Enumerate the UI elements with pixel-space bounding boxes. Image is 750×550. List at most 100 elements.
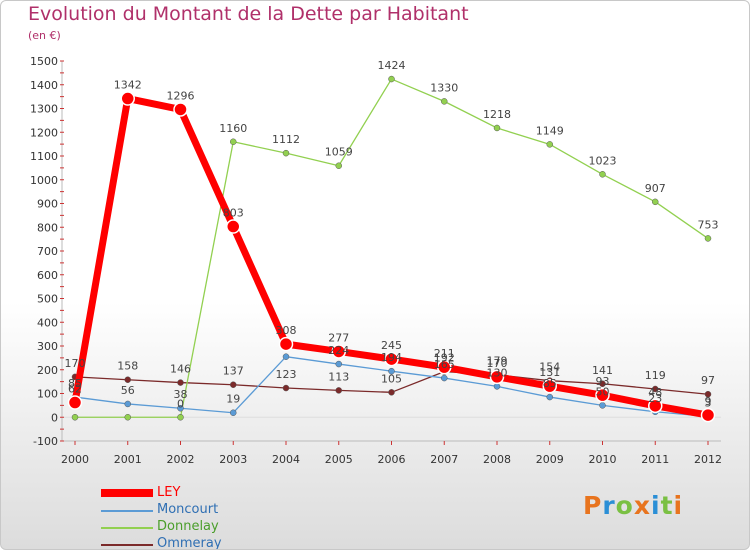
data-label-ommeray: 123 — [276, 368, 297, 381]
data-label-donnelay: 1160 — [219, 122, 247, 135]
data-point-donnelay — [493, 124, 501, 132]
legend-label-moncourt: Moncourt — [157, 502, 219, 517]
data-point-ley — [384, 351, 399, 367]
x-tick-label: 2001 — [114, 453, 142, 466]
data-point-donnelay — [704, 235, 712, 242]
data-label-moncourt: 130 — [487, 366, 508, 379]
data-point-ley — [226, 219, 241, 234]
x-tick-label: 2003 — [219, 453, 247, 466]
data-label-donnelay: 1218 — [483, 108, 511, 121]
x-tick-label: 2009 — [536, 453, 564, 466]
proxiti-logo: Proxiti — [583, 491, 683, 520]
data-label-ley: 277 — [328, 331, 349, 344]
y-tick-label: -100 — [33, 435, 58, 448]
data-label-ley: 48 — [648, 386, 662, 399]
data-label-ommeray: 141 — [592, 364, 613, 377]
data-point-moncourt — [282, 353, 290, 360]
data-label-moncourt: 19 — [226, 393, 240, 406]
data-point-ommeray — [599, 380, 606, 388]
legend-swatch-ley — [101, 489, 153, 497]
data-label-ley: 245 — [381, 339, 402, 352]
data-point-ommeray — [282, 384, 290, 392]
data-label-moncourt: 38 — [174, 388, 188, 401]
y-tick-label: 1500 — [30, 55, 58, 68]
data-point-donnelay — [71, 414, 79, 421]
legend-item-ommeray: Ommeray — [101, 536, 301, 550]
legend-label-ley: LEY — [157, 485, 181, 500]
data-point-donnelay — [335, 162, 342, 169]
data-point-ommeray — [177, 379, 184, 386]
x-tick-label: 2005 — [325, 453, 353, 466]
data-point-ommeray — [652, 385, 659, 393]
data-label-ommeray: 119 — [645, 369, 666, 382]
x-tick-label: 2011 — [641, 453, 669, 466]
data-label-ley: 1342 — [114, 79, 142, 92]
legend-label-donnelay: Donnelay — [157, 519, 219, 534]
data-label-ommeray: 105 — [381, 372, 402, 385]
legend-item-moncourt: Moncourt — [101, 502, 301, 519]
data-label-moncourt: 23 — [648, 392, 662, 405]
data-label-ommeray: 170 — [65, 357, 86, 370]
data-label-moncourt: 194 — [381, 351, 402, 364]
data-point-donnelay — [230, 138, 237, 145]
data-point-ley — [67, 395, 83, 410]
data-point-donnelay — [652, 198, 659, 206]
data-label-ommeray: 113 — [328, 370, 349, 383]
chart-title: Evolution du Montant de la Dette par Hab… — [28, 3, 469, 25]
data-point-ley — [489, 369, 505, 385]
data-label-moncourt: 85 — [543, 377, 557, 390]
data-label-moncourt: 50 — [596, 385, 610, 398]
y-tick-label: 800 — [37, 221, 58, 234]
data-point-ley — [173, 102, 188, 117]
data-point-moncourt — [388, 367, 395, 375]
data-point-donnelay — [599, 171, 606, 178]
data-label-ley: 308 — [276, 324, 297, 337]
data-label-ley: 170 — [487, 357, 508, 370]
data-label-donnelay: 1149 — [536, 124, 564, 137]
legend-swatch-donnelay — [101, 527, 153, 529]
x-tick-label: 2012 — [694, 453, 722, 466]
data-label-ommeray: 192 — [434, 352, 455, 365]
logo-letter: x — [633, 491, 651, 520]
data-point-ley — [437, 359, 452, 375]
data-label-moncourt: 165 — [434, 358, 455, 371]
x-tick-label: 2004 — [272, 453, 300, 466]
legend-label-ommeray: Ommeray — [157, 536, 222, 550]
logo-letter: o — [615, 491, 634, 520]
data-point-ommeray — [124, 376, 131, 383]
data-point-ommeray — [230, 381, 237, 388]
x-tick-label: 2007 — [430, 453, 458, 466]
legend-item-donnelay: Donnelay — [101, 519, 301, 536]
data-label-ommeray: 158 — [117, 360, 138, 373]
legend-swatch-ommeray — [101, 544, 153, 546]
data-point-ommeray — [335, 387, 342, 394]
data-point-moncourt — [124, 400, 131, 408]
data-label-moncourt: 224 — [328, 344, 349, 357]
y-tick-label: 100 — [37, 388, 58, 401]
data-label-ommeray: 97 — [701, 374, 715, 387]
data-label-donnelay: 1330 — [430, 81, 458, 94]
data-point-donnelay — [124, 414, 131, 421]
y-tick-label: 200 — [37, 364, 58, 377]
y-tick-label: 700 — [37, 245, 58, 258]
chart-subtitle: (en €) — [28, 29, 61, 42]
data-label-moncourt: 3 — [705, 397, 712, 410]
data-label-ley: 62 — [68, 383, 82, 396]
data-point-ommeray — [388, 389, 395, 396]
logo-letter: t — [660, 491, 674, 520]
data-point-donnelay — [177, 414, 184, 421]
y-tick-label: 1000 — [30, 174, 58, 187]
data-label-moncourt: 85 — [68, 377, 82, 390]
x-tick-label: 2006 — [378, 453, 406, 466]
logo-letter: i — [673, 491, 684, 520]
y-tick-label: 1200 — [30, 126, 58, 139]
data-point-moncourt — [493, 383, 501, 390]
data-point-ley — [331, 344, 346, 359]
data-label-donnelay: 1112 — [272, 133, 300, 146]
data-point-ley — [278, 336, 294, 352]
logo-letter: P — [583, 491, 603, 520]
data-label-ommeray: 154 — [539, 361, 560, 374]
data-label-donnelay: 753 — [698, 218, 719, 231]
y-tick-label: 0 — [51, 411, 58, 424]
